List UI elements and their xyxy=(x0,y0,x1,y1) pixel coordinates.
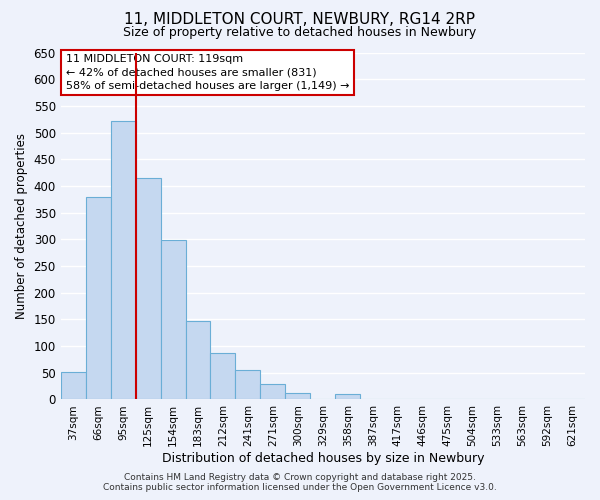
Text: Contains HM Land Registry data © Crown copyright and database right 2025.
Contai: Contains HM Land Registry data © Crown c… xyxy=(103,473,497,492)
Bar xyxy=(61,372,86,400)
Y-axis label: Number of detached properties: Number of detached properties xyxy=(15,133,28,319)
Bar xyxy=(86,197,110,400)
Bar xyxy=(235,370,260,400)
Bar xyxy=(110,122,136,400)
Bar xyxy=(161,240,185,400)
Bar xyxy=(260,384,286,400)
Text: 11 MIDDLETON COURT: 119sqm
← 42% of detached houses are smaller (831)
58% of sem: 11 MIDDLETON COURT: 119sqm ← 42% of deta… xyxy=(66,54,349,90)
X-axis label: Distribution of detached houses by size in Newbury: Distribution of detached houses by size … xyxy=(161,452,484,465)
Bar xyxy=(286,393,310,400)
Bar xyxy=(335,394,360,400)
Bar xyxy=(136,178,161,400)
Text: 11, MIDDLETON COURT, NEWBURY, RG14 2RP: 11, MIDDLETON COURT, NEWBURY, RG14 2RP xyxy=(125,12,476,28)
Text: Size of property relative to detached houses in Newbury: Size of property relative to detached ho… xyxy=(124,26,476,39)
Bar xyxy=(211,353,235,400)
Bar xyxy=(185,321,211,400)
